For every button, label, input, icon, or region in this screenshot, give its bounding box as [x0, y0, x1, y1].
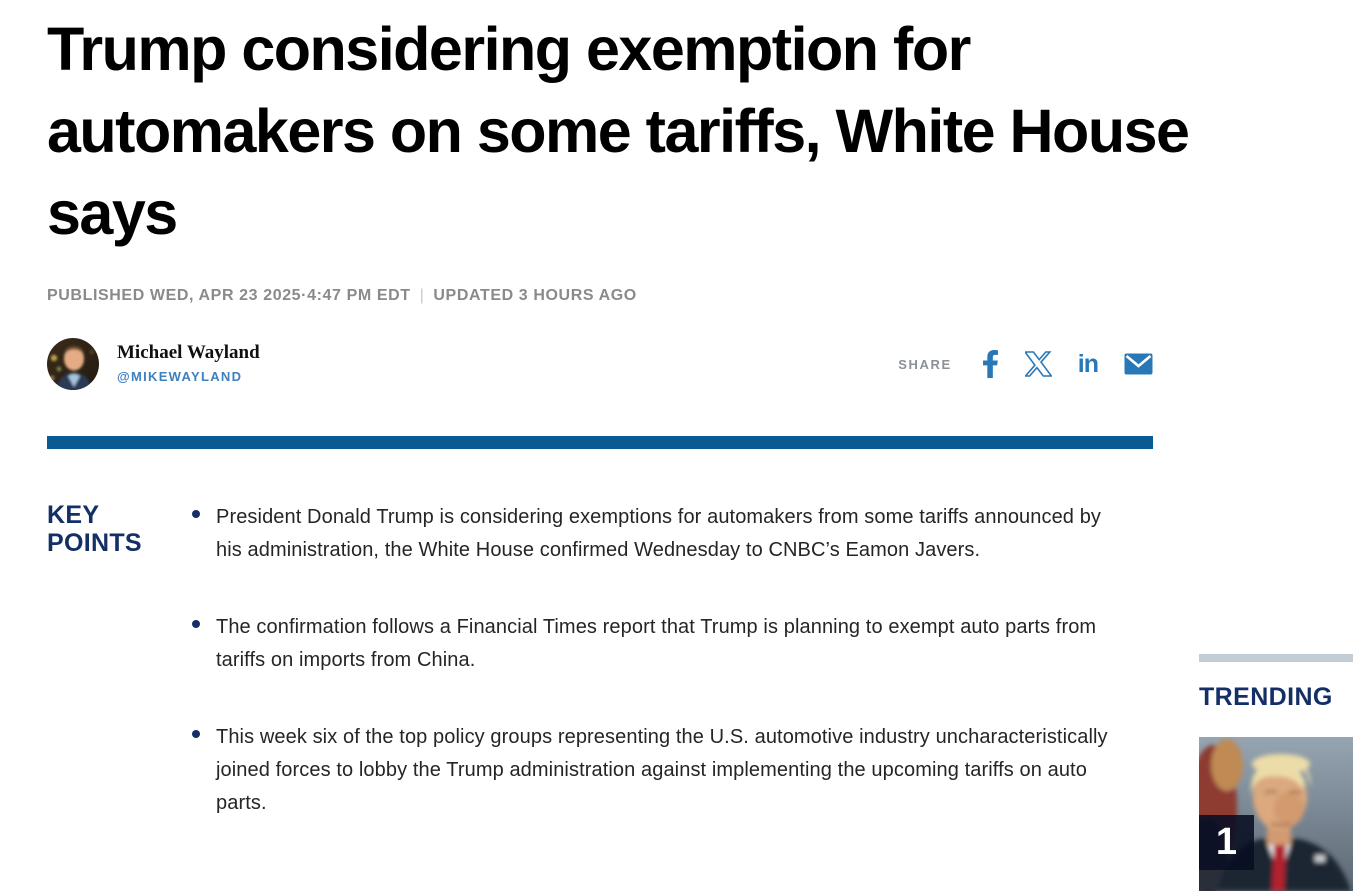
- email-icon: [1124, 353, 1153, 375]
- author-handle[interactable]: @MIKEWAYLAND: [117, 369, 243, 384]
- bullet-icon: [192, 620, 200, 628]
- share-x-button[interactable]: [1024, 349, 1052, 379]
- published-timestamp: PUBLISHED WED, APR 23 2025·4:47 PM EDT: [47, 287, 411, 304]
- updated-timestamp: UPDATED 3 HOURS AGO: [433, 287, 637, 304]
- timestamp-separator: |: [419, 287, 425, 304]
- author-block: Michael Wayland @MIKEWAYLAND: [47, 338, 260, 390]
- key-points-section: KEY POINTS President Donald Trump is con…: [47, 501, 1337, 820]
- key-point-text: This week six of the top policy groups r…: [216, 726, 1108, 814]
- share-label: SHARE: [898, 356, 952, 372]
- share-linkedin-button[interactable]: in: [1077, 349, 1099, 379]
- key-point-text: President Donald Trump is considering ex…: [216, 506, 1102, 561]
- section-divider: [47, 436, 1153, 449]
- bullet-icon: [192, 510, 200, 518]
- key-point-item: This week six of the top policy groups r…: [190, 721, 1125, 820]
- trending-item-thumbnail[interactable]: 1: [1199, 737, 1353, 891]
- key-point-item: The confirmation follows a Financial Tim…: [190, 611, 1125, 677]
- byline-row: Michael Wayland @MIKEWAYLAND SHARE: [47, 338, 1153, 390]
- share-toolbar: SHARE in: [898, 349, 1153, 379]
- article-column: Trump considering exemption for automake…: [47, 0, 1337, 820]
- facebook-icon: [982, 350, 999, 378]
- trending-divider: [1199, 654, 1353, 662]
- trending-rank-badge: 1: [1199, 815, 1254, 870]
- trending-heading: TRENDING: [1199, 683, 1333, 711]
- key-point-text: The confirmation follows a Financial Tim…: [216, 616, 1097, 671]
- x-icon: [1024, 351, 1052, 377]
- author-name[interactable]: Michael Wayland: [117, 342, 260, 363]
- key-point-item: President Donald Trump is considering ex…: [190, 501, 1125, 567]
- key-points-list: President Donald Trump is considering ex…: [190, 501, 1125, 820]
- key-points-label: KEY POINTS: [47, 501, 142, 557]
- author-text: Michael Wayland @MIKEWAYLAND: [117, 342, 260, 386]
- avatar[interactable]: [47, 338, 99, 390]
- article-headline: Trump considering exemption for automake…: [47, 15, 1190, 247]
- trending-sidebar: TRENDING: [1199, 654, 1353, 891]
- linkedin-icon: in: [1077, 350, 1099, 378]
- share-facebook-button[interactable]: [982, 349, 999, 379]
- bullet-icon: [192, 730, 200, 738]
- share-email-button[interactable]: [1124, 349, 1153, 379]
- article-timestamps: PUBLISHED WED, APR 23 2025·4:47 PM EDT | U…: [47, 287, 1337, 305]
